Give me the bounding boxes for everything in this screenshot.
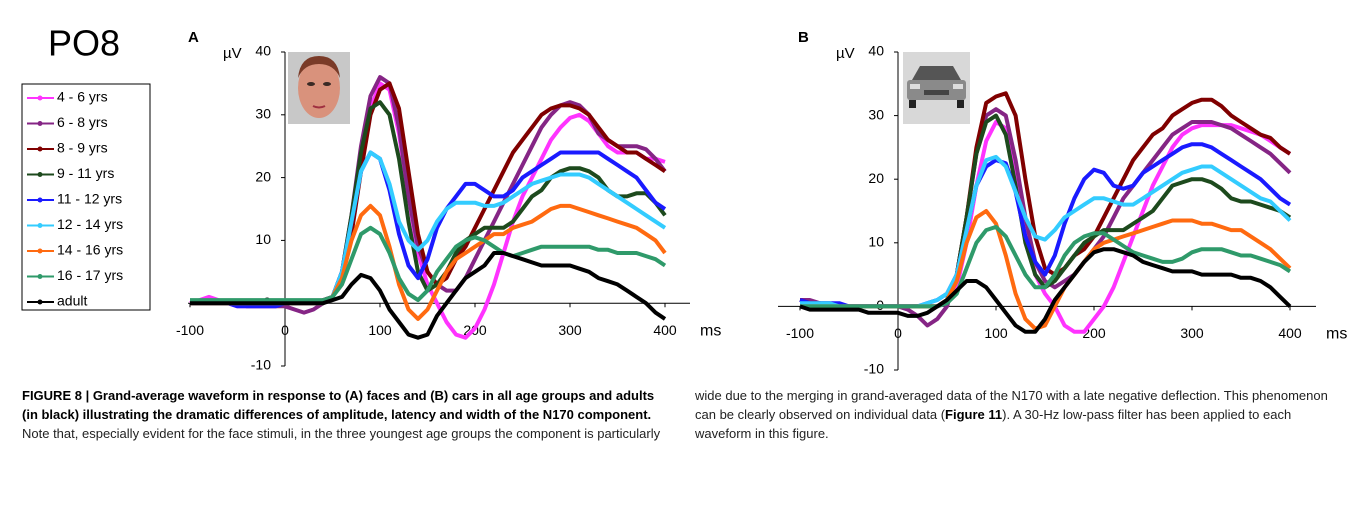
x-tick-label: 400 (1278, 325, 1302, 341)
legend-label: 9 - 11 yrs (57, 165, 114, 181)
x-tick-label: -100 (786, 325, 814, 341)
legend-marker (37, 95, 43, 101)
y-axis-label: µV (836, 45, 855, 62)
x-tick-label: 0 (894, 325, 902, 341)
legend-label: 12 - 14 yrs (57, 216, 123, 232)
x-tick-label: 100 (984, 325, 1008, 341)
legend-label: 6 - 8 yrs (57, 114, 108, 130)
y-tick-label: -10 (864, 361, 884, 377)
y-tick-label: 40 (255, 43, 271, 59)
x-axis-label: ms (1326, 326, 1347, 343)
legend-label: 11 - 12 yrs (57, 191, 122, 207)
figure-label: PO8 (48, 23, 120, 64)
legend-marker (37, 299, 43, 305)
panel-label: B (798, 29, 809, 46)
caption-heading: FIGURE 8 | Grand-average waveform in res… (22, 388, 655, 422)
y-tick-label: 30 (868, 106, 884, 122)
waveform (799, 247, 1292, 334)
legend-marker (37, 146, 43, 152)
legend-label: 4 - 6 yrs (57, 89, 108, 105)
legend-box (21, 83, 151, 311)
caption: FIGURE 8 | Grand-average waveform in res… (22, 386, 1334, 443)
x-tick-label: 300 (558, 322, 582, 338)
y-tick-label: 40 (868, 43, 884, 59)
y-tick-label: 20 (255, 168, 271, 184)
legend-label: 8 - 9 yrs (57, 140, 108, 156)
y-tick-label: 20 (868, 170, 884, 186)
panel-label: A (188, 29, 199, 46)
x-tick-label: -100 (176, 322, 204, 338)
legend-label: 14 - 16 yrs (57, 242, 123, 258)
face-thumbnail (288, 52, 350, 124)
x-tick-label: 0 (281, 322, 289, 338)
legend-marker (37, 274, 43, 279)
car-thumbnail (903, 52, 970, 124)
y-tick-label: 10 (255, 231, 271, 247)
waveform (190, 150, 667, 309)
figure-reference: Figure 11 (945, 407, 1003, 422)
legend-marker (37, 248, 43, 254)
y-tick-label: 30 (255, 106, 271, 122)
legend-marker (37, 197, 43, 203)
y-tick-label: -10 (251, 357, 271, 373)
y-axis-label: µV (223, 45, 242, 62)
caption-text: ). A 30-Hz low-pass filter has been appl… (695, 407, 1292, 441)
waveform (190, 251, 667, 340)
waveform (800, 224, 1292, 309)
waveform (190, 225, 667, 303)
legend-label: adult (57, 293, 87, 309)
legend-label: 16 - 17 yrs (57, 267, 123, 283)
x-axis-label: ms (700, 322, 721, 339)
legend-marker (37, 121, 43, 126)
x-tick-label: 100 (368, 322, 392, 338)
legend-marker (37, 172, 43, 177)
legend-marker (37, 223, 43, 228)
x-tick-label: 400 (653, 322, 677, 338)
y-tick-label: 10 (868, 234, 884, 250)
x-tick-label: 300 (1180, 325, 1204, 341)
caption-text: Note that, especially evident for the fa… (22, 388, 1328, 441)
